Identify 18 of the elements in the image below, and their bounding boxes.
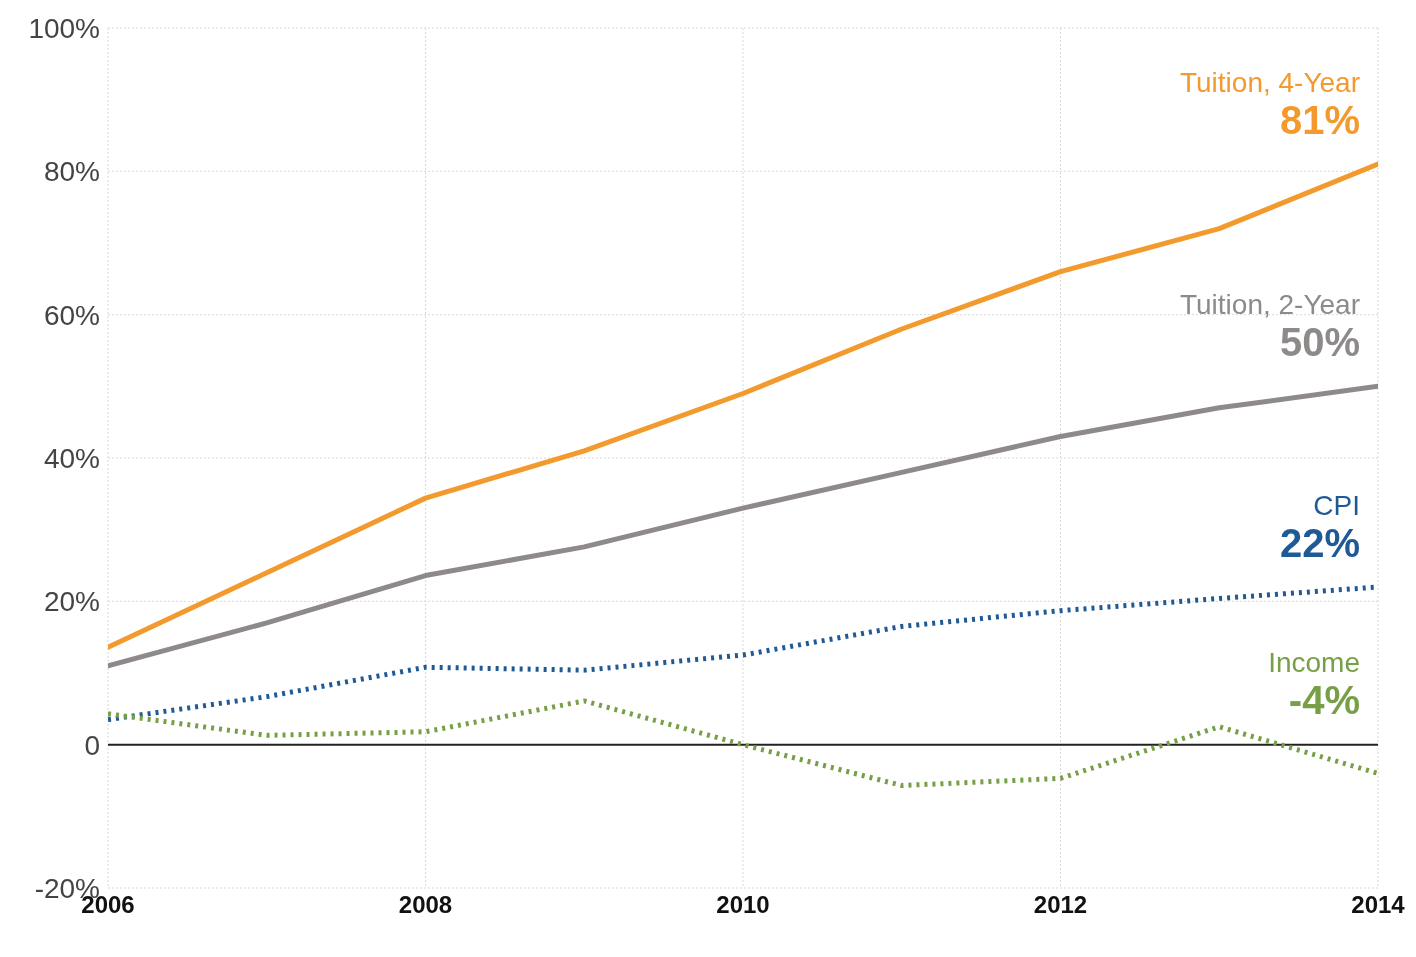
x-tick-label: 2012 [1033, 891, 1088, 919]
y-tick-label: 40% [43, 442, 100, 474]
data-label: 22% [1279, 521, 1360, 565]
data-label: 81% [1279, 98, 1360, 143]
text: Tuition, 2-Year [1179, 289, 1360, 321]
x-tick-label: 2014 [1351, 891, 1406, 919]
data-label: -4% [1288, 678, 1360, 723]
x-tick-label: 2010 [716, 891, 770, 919]
y-tick-label: 60% [43, 299, 100, 331]
y-tick-label: 20% [43, 586, 100, 618]
y-tick-label: 80% [43, 156, 100, 188]
data-label: 50% [1279, 320, 1360, 365]
x-tick-label: 2008 [398, 891, 453, 919]
text: Income [1268, 647, 1360, 679]
y-tick-label: 0 [84, 729, 100, 761]
text: Tuition, 4-Year [1179, 67, 1360, 99]
y-tick-label: 100% [28, 12, 100, 44]
text: CPI [1313, 490, 1360, 521]
